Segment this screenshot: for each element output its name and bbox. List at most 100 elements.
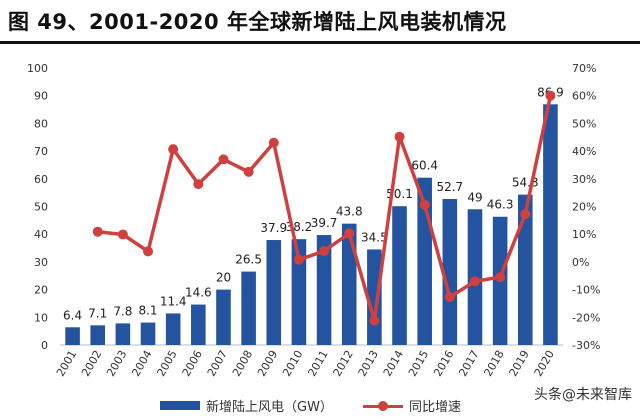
left-axis-tick: 60 — [34, 173, 48, 186]
growth-point — [394, 131, 405, 142]
bar-data-label: 26.5 — [235, 253, 262, 267]
bar-data-label: 8.1 — [138, 304, 157, 318]
growth-point — [218, 154, 229, 165]
bar-data-label: 52.7 — [436, 180, 463, 194]
bar — [90, 325, 106, 345]
growth-point — [495, 272, 506, 283]
right-axis-tick: 10% — [572, 228, 596, 241]
bar-data-label: 6.4 — [63, 308, 82, 322]
legend: 新增陆上风电（GW） 同比增速 — [160, 396, 461, 415]
growth-point — [444, 292, 455, 303]
growth-point — [293, 254, 304, 265]
bar-data-label: 39.7 — [311, 216, 338, 230]
watermark: 头条@未来智库 — [534, 387, 632, 403]
bar — [115, 323, 131, 345]
bar — [165, 313, 181, 345]
right-axis-tick: 0% — [572, 256, 589, 269]
left-axis-tick: 100 — [27, 62, 48, 75]
growth-point — [193, 179, 204, 190]
x-axis-tick: 2002 — [79, 348, 104, 379]
growth-point — [469, 276, 480, 287]
bar-data-label: 20 — [216, 271, 231, 285]
growth-point — [117, 229, 128, 240]
bar — [191, 304, 206, 345]
bar-data-label: 37.9 — [260, 221, 287, 235]
left-axis-tick: 80 — [34, 117, 48, 130]
x-axis-tick: 2020 — [532, 348, 557, 379]
bar — [241, 271, 256, 345]
x-axis-tick: 2013 — [356, 348, 381, 379]
x-axis-tick: 2005 — [155, 348, 180, 379]
legend-item-line: 同比增速 — [362, 396, 461, 415]
x-axis-tick: 2015 — [406, 348, 431, 379]
bar-data-label: 11.4 — [160, 294, 187, 308]
x-axis-tick: 2011 — [305, 348, 330, 379]
left-axis-tick: 0 — [41, 339, 48, 352]
bar-data-label: 49 — [467, 190, 482, 204]
growth-point — [545, 90, 556, 101]
bar — [291, 239, 307, 345]
bar-data-label: 46.3 — [487, 198, 514, 212]
growth-point — [143, 246, 154, 257]
right-axis-tick: 50% — [572, 117, 596, 130]
bar — [140, 322, 156, 345]
right-axis-tick: -10% — [572, 284, 600, 297]
growth-point — [419, 199, 430, 210]
bar — [442, 199, 458, 345]
right-axis-tick: 30% — [572, 173, 596, 186]
x-axis-tick: 2006 — [180, 348, 205, 379]
x-axis-tick: 2016 — [431, 348, 456, 379]
left-axis-tick: 10 — [34, 311, 48, 324]
x-axis-tick: 2019 — [507, 348, 532, 379]
x-axis-tick: 2009 — [255, 348, 280, 379]
x-axis-tick: 2014 — [381, 348, 406, 379]
left-axis-tick: 50 — [34, 201, 48, 214]
growth-point — [369, 315, 380, 326]
bar-data-label: 7.1 — [88, 306, 107, 320]
bar — [216, 289, 231, 345]
x-axis-tick: 2010 — [280, 348, 305, 379]
left-axis-tick: 40 — [34, 228, 48, 241]
growth-point — [243, 166, 254, 177]
growth-point — [92, 226, 103, 237]
x-axis-tick: 2017 — [456, 348, 481, 379]
legend-item-bar: 新增陆上风电（GW） — [160, 396, 333, 415]
growth-point — [520, 208, 531, 219]
right-axis-tick: -20% — [572, 311, 600, 324]
right-axis-tick: 70% — [572, 62, 596, 75]
left-axis-tick: 30 — [34, 256, 48, 269]
bar-data-label: 60.4 — [411, 159, 438, 173]
bar — [392, 206, 407, 345]
growth-point — [319, 246, 330, 257]
growth-point — [268, 137, 279, 148]
right-axis-tick: -30% — [572, 339, 600, 352]
bar-data-label: 14.6 — [185, 286, 212, 300]
legend-swatch-line — [362, 399, 403, 413]
bar — [517, 194, 533, 345]
left-axis-tick: 70 — [34, 145, 48, 158]
growth-point — [344, 228, 355, 239]
left-axis-tick: 90 — [34, 90, 48, 103]
chart-title: 图 49、2001-2020 年全球新增陆上风电装机情况 — [8, 10, 507, 34]
legend-swatch-bar — [160, 401, 200, 410]
x-axis-tick: 2012 — [331, 348, 356, 379]
x-axis-tick: 2008 — [230, 348, 255, 379]
x-axis-tick: 2003 — [104, 348, 129, 379]
right-axis-tick: 20% — [572, 201, 596, 214]
bar — [316, 235, 332, 345]
bar — [266, 240, 282, 345]
x-axis-tick: 2004 — [129, 348, 154, 379]
bar-data-label: 43.8 — [336, 205, 363, 219]
right-axis-tick: 40% — [572, 145, 596, 158]
x-axis-tick: 2018 — [481, 348, 506, 379]
x-axis-tick: 2001 — [54, 348, 79, 379]
right-axis-tick: 60% — [572, 90, 596, 103]
bar-data-label: 34.5 — [361, 230, 388, 244]
growth-point — [168, 144, 179, 155]
legend-label-line: 同比增速 — [408, 400, 461, 415]
legend-label-bar: 新增陆上风电（GW） — [206, 400, 333, 415]
x-axis-tick: 2007 — [205, 348, 230, 379]
bar — [543, 104, 558, 345]
title-underline — [0, 41, 640, 44]
